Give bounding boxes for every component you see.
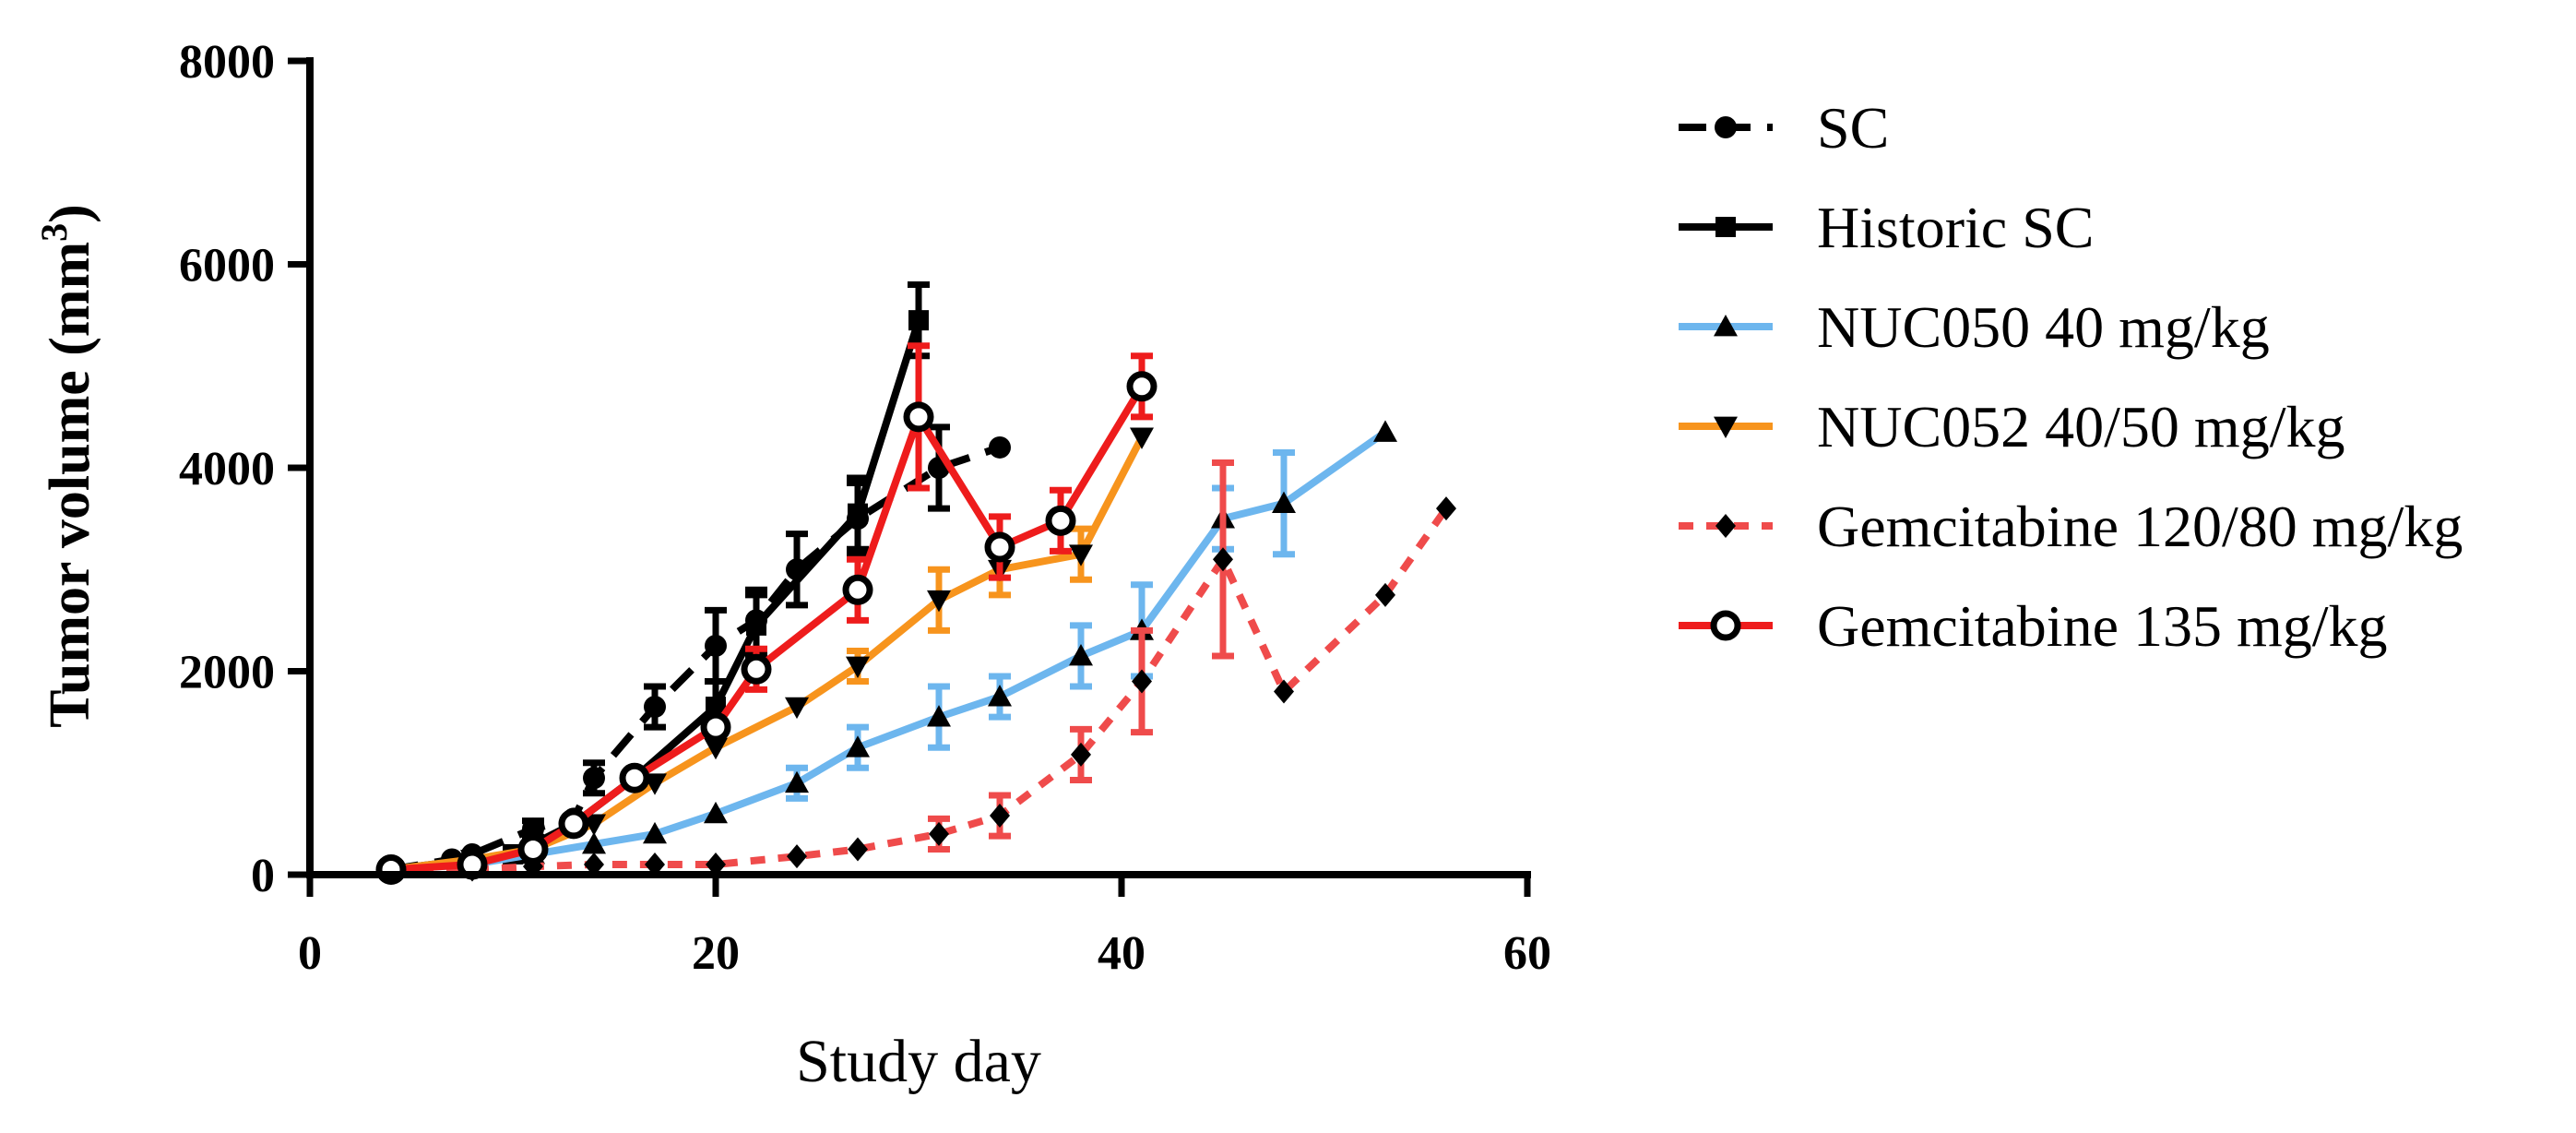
legend-item-nuc050-40-mg-kg: NUC050 40 mg/kg [1679,294,2270,360]
data-point [1126,371,1157,402]
legend-label: SC [1817,95,1889,161]
data-point [1272,491,1296,513]
legend-marker [1714,416,1738,438]
y-ticks: 0 2000 4000 6000 8000 [179,36,310,902]
x-axis-title: Study day [796,1028,1041,1095]
legend-marker [1710,610,1741,641]
legend-label: NUC050 40 mg/kg [1817,294,2270,360]
y-tick-label: 4000 [179,443,275,495]
data-point [1132,669,1152,694]
data-point [700,711,731,743]
y-tick-label: 6000 [179,240,275,292]
data-point [848,503,868,524]
data-point [842,574,873,605]
legend-marker [1715,116,1737,138]
data-point [989,435,1011,459]
data-point [785,770,809,793]
legend-label: Gemcitabine 135 mg/kg [1817,593,2388,659]
data-point [988,685,1012,707]
legend-label: Gemcitabine 120/80 mg/kg [1817,494,2463,559]
series-line [390,444,1002,874]
data-point [582,831,606,854]
legend-label: NUC052 40/50 mg/kg [1817,394,2345,459]
data-point [1213,547,1233,572]
data-point [1069,643,1093,666]
legend-label: Historic SC [1817,195,2094,260]
data-point [927,705,951,727]
data-point [1069,544,1093,566]
y-axis-title-text: Tumor volume (mm [39,242,101,728]
series-line [391,506,1450,874]
legend: SC Historic SC NUC050 40 mg/kg NUC052 40/50… [1679,95,2463,659]
data-point [517,833,549,865]
data-point [705,634,727,657]
data-point [704,737,728,760]
data-point [929,821,949,846]
series-sc [380,423,1011,881]
data-point [990,804,1010,829]
data-point [846,735,870,757]
legend-item-nuc052-40-50-mg-kg: NUC052 40/50 mg/kg [1679,394,2345,459]
legend-item-historic-sc: Historic SC [1679,195,2094,260]
data-point [927,590,951,613]
data-point [1436,496,1456,521]
legend-marker [1715,514,1736,538]
data-point [908,310,929,331]
data-point [746,614,766,636]
data-point [1375,582,1395,607]
x-ticks: 0 20 40 60 [298,875,1551,980]
data-point [787,844,807,869]
legend-item-sc: SC [1679,95,1889,161]
y-tick-label: 2000 [179,647,275,699]
series-gemcitabine-135-mg-kg [375,342,1157,885]
data-point [645,852,665,877]
data-point [522,817,544,841]
x-tick-label: 20 [692,927,740,980]
data-point [984,531,1015,563]
series-nuc050-40-mg-kg [379,420,1397,879]
data-point [583,767,605,790]
data-point [706,697,726,718]
y-axis-title: Tumor volume (mm3) [33,204,101,728]
y-tick-label: 0 [251,850,275,902]
data-point [643,821,667,844]
data-point [619,762,650,793]
data-point [644,696,666,719]
legend-item-gemcitabine-120-80-mg-kg: Gemcitabine 120/80 mg/kg [1679,494,2463,559]
legend-item-gemcitabine-135-mg-kg: Gemcitabine 135 mg/kg [1679,593,2388,659]
data-point [704,801,728,824]
legend-marker [1715,217,1736,237]
data-point [558,808,589,840]
data-point [1130,427,1154,449]
data-point [1071,742,1091,767]
series-layer [375,281,1456,885]
data-point [1373,420,1397,442]
data-point [1045,505,1076,536]
data-point [903,401,934,433]
data-point [706,852,726,877]
data-point [741,653,772,685]
legend-marker [1714,315,1738,337]
x-tick-label: 60 [1503,927,1551,980]
y-axis-title-superscript: 3 [33,223,75,242]
x-tick-label: 0 [298,927,322,980]
y-tick-label: 8000 [179,36,275,89]
data-point [1274,679,1294,704]
data-point [584,852,604,877]
x-tick-label: 40 [1098,927,1146,980]
data-point [785,697,809,720]
data-point [848,837,868,862]
y-axis-title-close: ) [39,204,101,223]
data-point [846,656,870,678]
